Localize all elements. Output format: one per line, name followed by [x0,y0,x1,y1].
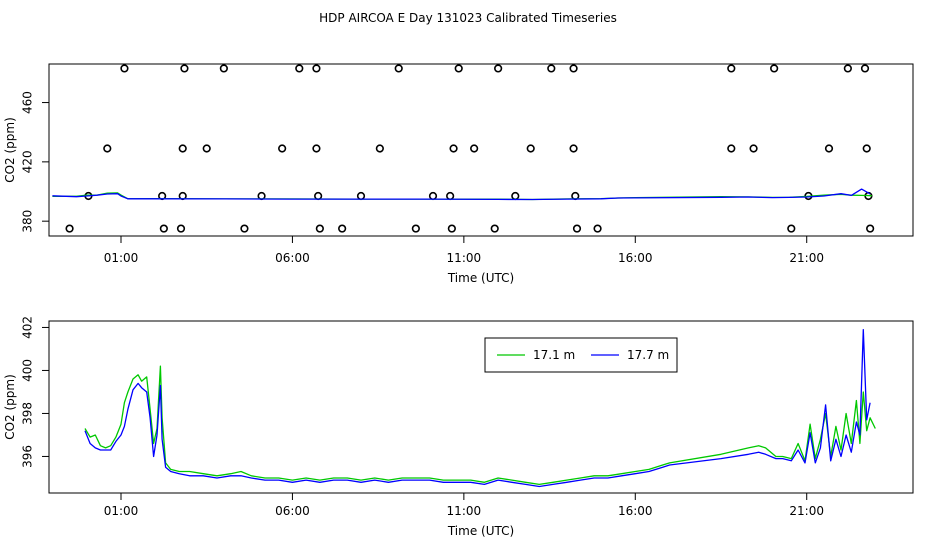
x-axis-label: Time (UTC) [447,524,514,538]
flask-point [178,144,187,153]
flask-point [490,224,499,233]
flask-point [770,64,779,73]
flask-point [494,64,503,73]
flask-point [394,64,403,73]
flask-point [824,144,834,153]
panel-bottom: 01:00 06:00 11:00 16:00 21:00 396 398 400 402 Tim… [3,316,914,538]
flask-point [312,144,321,153]
flask-point [787,224,796,233]
flask-point [314,191,323,201]
flask-point [103,144,112,153]
plot-area [84,328,876,488]
x-tick-label: 21:00 [789,251,824,265]
flask-point [454,64,463,73]
plot-frame [48,320,914,494]
flask-point [470,144,479,153]
flask-point [375,144,384,153]
flask-point [278,144,287,153]
y-tick-label: 420 [21,150,35,173]
flask-point [749,144,758,153]
y-tick-label: 380 [21,210,35,233]
flask-point [428,191,438,201]
flask-point [240,224,249,233]
x-tick-label: 16:00 [618,504,653,518]
flask-point [159,224,168,233]
flask-point [338,224,347,233]
flask-point [866,224,875,233]
flask-point [411,224,420,233]
y-tick-label: 398 [21,402,35,425]
x-tick-label: 01:00 [104,251,139,265]
x-tick-label: 06:00 [275,251,310,265]
y-tick-label: 460 [21,91,35,114]
x-tick-label: 11:00 [447,251,482,265]
y-axis-label: CO2 (ppm) [3,117,17,183]
y-tick-label: 402 [21,316,35,339]
y-tick-label: 400 [21,359,35,382]
x-tick-label: 16:00 [618,251,653,265]
x-axis-label: Time (UTC) [447,271,514,285]
flask-point [572,224,582,233]
plot-frame [48,63,914,237]
flask-point [526,144,535,153]
flask-point [176,224,186,233]
series-line-17-7-m [52,188,871,201]
flask-point [511,191,520,201]
flask-point [593,224,602,233]
legend-label: 17.7 m [627,348,669,362]
flask-point [356,191,366,201]
flask-point [180,64,189,73]
chart-title: HDP AIRCOA E Day 131023 Calibrated Times… [319,11,617,25]
y-axis-label: CO2 (ppm) [3,374,17,440]
flask-point [202,144,211,153]
flask-point [860,64,870,73]
flask-point [447,224,456,233]
flask-point [843,64,852,73]
flask-point [312,64,321,73]
plot-area [52,64,875,233]
x-tick-label: 06:00 [275,504,310,518]
flask-point [120,64,129,73]
flask-point [569,64,578,73]
series-line-17-1-m [84,365,876,486]
x-tick-label: 01:00 [104,504,139,518]
flask-point [547,64,556,73]
flask-point [569,144,578,153]
flask-point [727,144,736,153]
legend-label: 17.1 m [533,348,575,362]
flask-point [65,224,74,233]
panel-top: 01:00 06:00 11:00 16:00 21:00 380 420 460 Time (… [3,63,914,285]
flask-point [862,144,871,153]
y-tick-label: 396 [21,445,35,468]
flask-point [219,64,228,73]
x-tick-label: 21:00 [789,504,824,518]
flask-point [315,224,324,233]
legend-box [484,337,678,373]
flask-point [446,191,455,201]
flask-point [449,144,458,153]
flask-point [727,64,736,73]
flask-point [295,64,304,73]
x-tick-label: 11:00 [447,504,482,518]
series-line-17-7-m [84,328,871,488]
